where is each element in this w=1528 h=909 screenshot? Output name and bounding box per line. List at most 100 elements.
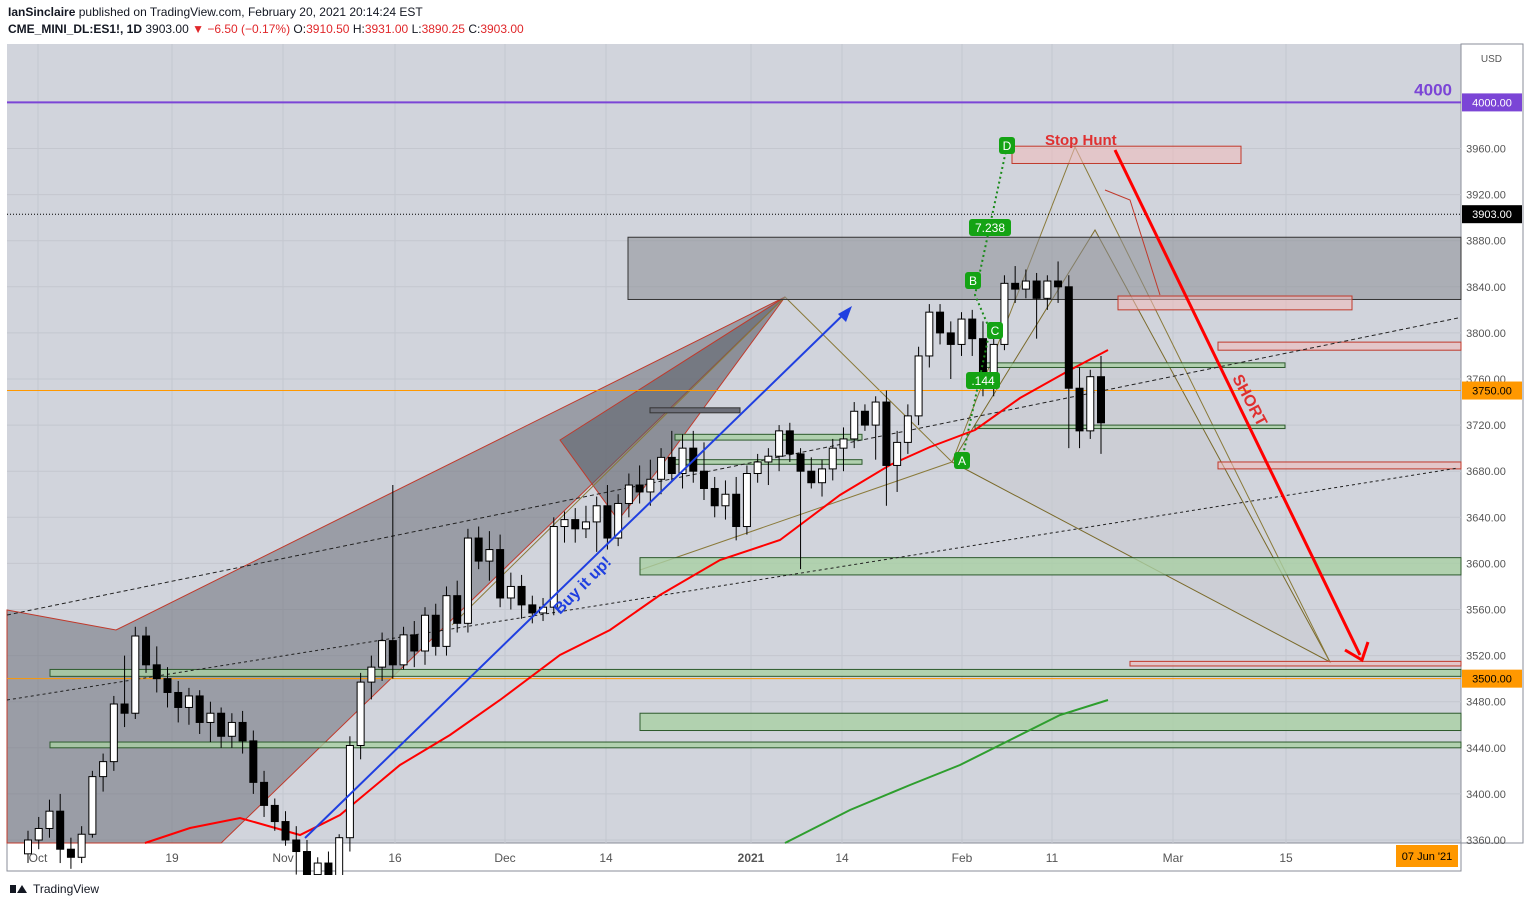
candle-body: [614, 502, 623, 539]
candle-body: [56, 810, 65, 850]
price-badge: [1462, 381, 1522, 400]
publish-text: published on TradingView.com, February 2…: [78, 5, 423, 19]
candle-body: [828, 447, 837, 470]
candle-body: [1032, 280, 1041, 299]
publish-info: IanSinclaire published on TradingView.co…: [8, 5, 423, 19]
candle-body: [732, 493, 741, 528]
support-zone: [984, 362, 1286, 368]
candle-body: [399, 634, 408, 666]
price-badge: [1462, 93, 1522, 112]
candle-body: [34, 827, 43, 841]
candle-body: [174, 691, 183, 708]
candle-body: [485, 549, 494, 562]
y-tick-label: 3720.00: [1466, 420, 1506, 432]
candle-body: [1043, 280, 1052, 299]
candle-body: [678, 447, 687, 475]
candle-body: [796, 453, 805, 472]
point-a-label: A: [958, 454, 966, 468]
trendline-upper: [6, 317, 1459, 616]
candle-body: [1000, 282, 1009, 345]
candle-body: [871, 401, 880, 426]
candle-body: [302, 851, 311, 875]
price-badge: [1462, 205, 1522, 224]
x-tick-label: Dec: [494, 851, 515, 865]
time-axis[interactable]: [6, 842, 1462, 872]
candle-body: [850, 410, 859, 440]
high-value: 3931.00: [364, 22, 409, 36]
ratio-bottom-label: .144: [971, 374, 995, 388]
point-a-label-bg: [954, 452, 970, 469]
candle-body: [903, 415, 912, 443]
support-zone: [639, 712, 1462, 732]
candle-body: [1086, 376, 1095, 432]
candle-body: [592, 505, 601, 523]
point-d-label: D: [1003, 139, 1012, 153]
x-tick-label: 14: [835, 851, 849, 865]
candle-body: [227, 721, 236, 737]
target-zone: [1217, 341, 1462, 351]
target-zone: [1129, 660, 1462, 667]
symbol-label[interactable]: CME_MINI_DL:ES1!, 1D: [8, 22, 143, 36]
candle-body: [764, 455, 773, 463]
candle-body: [206, 712, 215, 723]
candle-body: [914, 355, 923, 417]
x-tick-label: Mar: [1163, 851, 1184, 865]
candle-body: [474, 537, 483, 562]
footer-brand[interactable]: TradingView: [33, 882, 100, 896]
short-arrow: [1113, 149, 1362, 656]
trendline-lower: [6, 467, 1459, 701]
low-label: L:: [411, 22, 422, 36]
price-badge-label: 3500.00: [1472, 674, 1512, 686]
candle-body: [860, 410, 869, 426]
price-axis[interactable]: [1460, 43, 1524, 844]
y-tick-label: 3800.00: [1466, 328, 1506, 340]
y-tick-label: 3920.00: [1466, 190, 1506, 202]
candle-body: [410, 634, 419, 652]
change-arrow-icon: ▼: [192, 22, 204, 36]
point-b-label: B: [969, 274, 977, 288]
buy-arrow-head: [838, 306, 852, 322]
candles: [24, 261, 1105, 875]
candle-body: [120, 703, 129, 714]
ema-long-line: [784, 699, 1109, 844]
point-c-label: C: [991, 324, 1000, 338]
target-zone: [1217, 461, 1462, 470]
candle-body: [1011, 282, 1020, 290]
x-tick-label: 19: [165, 851, 179, 865]
candle-body: [968, 318, 977, 340]
candle-body: [721, 493, 730, 507]
candle-body: [152, 664, 161, 680]
candle-body: [378, 640, 387, 668]
candle-body: [109, 703, 118, 763]
tradingview-logo-icon: [10, 883, 28, 895]
open-label: O:: [293, 22, 307, 36]
author-name[interactable]: IanSinclaire: [8, 5, 76, 19]
candle-body: [946, 332, 955, 345]
y-tick-label: 3840.00: [1466, 282, 1506, 294]
candle-body: [270, 804, 279, 823]
candle-body: [367, 666, 376, 683]
target-zone: [1117, 295, 1353, 311]
date-badge: [1396, 845, 1458, 867]
candle-body: [99, 761, 108, 778]
point-d-label-bg: [999, 137, 1015, 154]
date-badge-label: 07 Jun '21: [1402, 851, 1452, 863]
candle-body: [753, 461, 762, 475]
open-value: 3910.50: [306, 22, 350, 36]
candle-body: [453, 595, 462, 624]
projection: [1104, 189, 1161, 296]
candle-body: [1054, 280, 1063, 288]
candle-body: [238, 721, 247, 742]
small-zone: [649, 407, 741, 414]
candle-body: [1097, 376, 1105, 424]
xabcd-legs: [961, 145, 1008, 461]
point-b-label-bg: [965, 272, 981, 289]
x-tick-label: 16: [388, 851, 402, 865]
candle-body: [292, 839, 301, 853]
candle-body: [388, 640, 397, 666]
candle-body: [496, 549, 505, 599]
high-label: H:: [352, 22, 365, 36]
candle-body: [710, 487, 719, 507]
support-zone: [674, 433, 863, 441]
